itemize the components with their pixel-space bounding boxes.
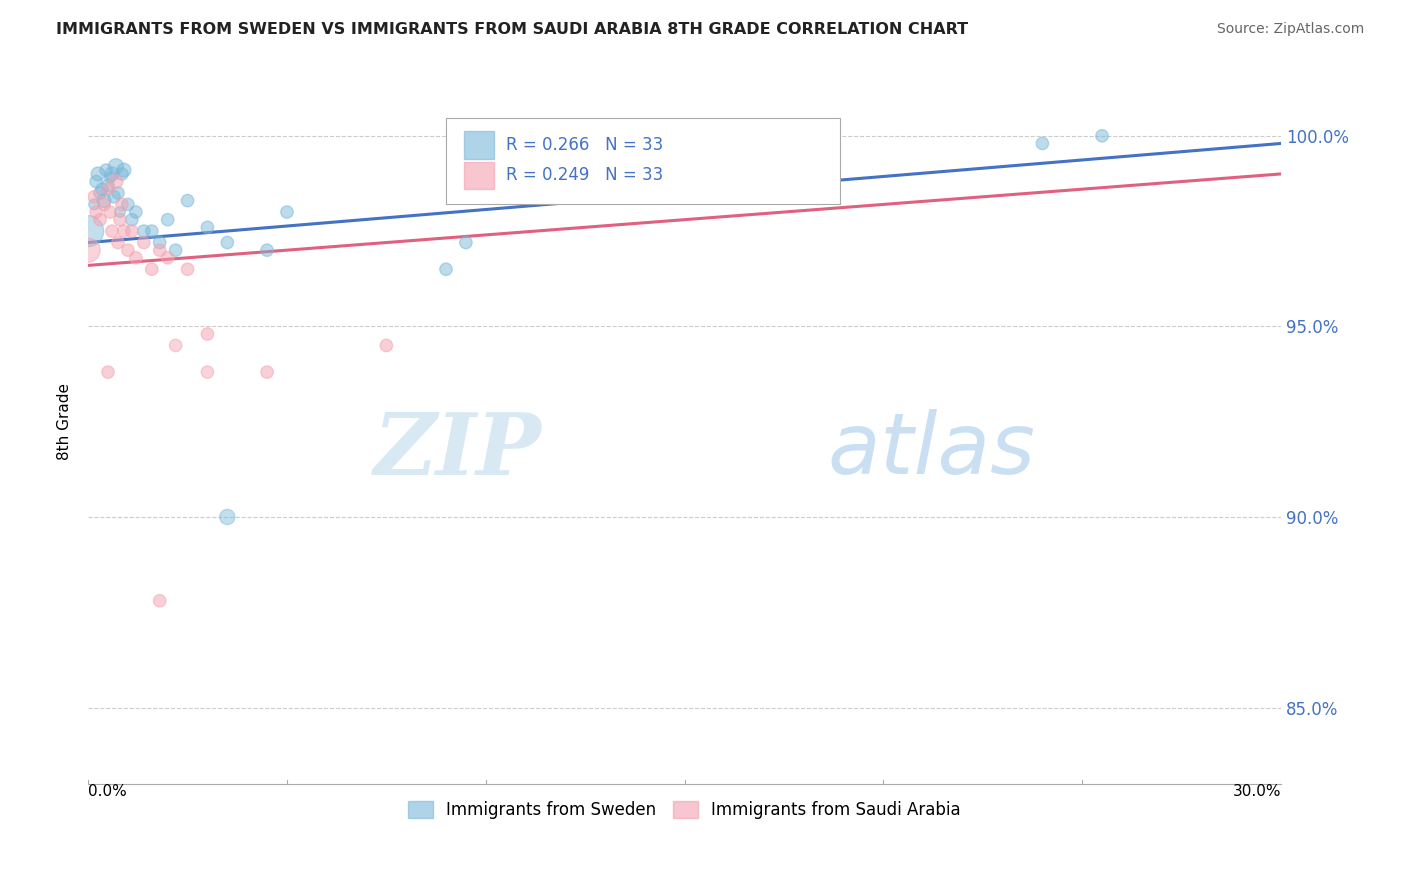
Point bbox=[94, 163, 117, 178]
Point bbox=[108, 205, 131, 219]
Point bbox=[117, 243, 139, 257]
Bar bbox=[464, 131, 494, 159]
Text: 0.0%: 0.0% bbox=[89, 784, 127, 798]
Point bbox=[434, 262, 457, 277]
Point bbox=[112, 224, 135, 238]
Point bbox=[103, 190, 125, 204]
Point bbox=[84, 205, 107, 219]
Point bbox=[149, 235, 172, 250]
Text: R = 0.249   N = 33: R = 0.249 N = 33 bbox=[506, 167, 662, 185]
Point bbox=[375, 338, 398, 352]
Point bbox=[97, 178, 120, 193]
Point bbox=[217, 510, 239, 524]
Point bbox=[121, 212, 143, 227]
Point bbox=[98, 205, 121, 219]
Point bbox=[125, 251, 148, 265]
Point bbox=[165, 338, 187, 352]
Point bbox=[454, 235, 477, 250]
Point bbox=[165, 243, 187, 257]
Point bbox=[98, 170, 121, 185]
Point bbox=[256, 365, 278, 379]
Point bbox=[93, 194, 115, 208]
Point bbox=[77, 224, 100, 238]
Text: Source: ZipAtlas.com: Source: ZipAtlas.com bbox=[1216, 22, 1364, 37]
Point bbox=[111, 197, 134, 211]
Point bbox=[197, 365, 219, 379]
Point bbox=[107, 186, 129, 200]
Point bbox=[117, 197, 139, 211]
Point bbox=[121, 224, 143, 238]
Point bbox=[593, 175, 616, 189]
Point bbox=[77, 243, 100, 257]
Point bbox=[84, 175, 107, 189]
Point bbox=[197, 326, 219, 341]
Point bbox=[132, 224, 155, 238]
Point bbox=[276, 205, 298, 219]
Point bbox=[104, 159, 127, 173]
Point bbox=[104, 175, 127, 189]
Point bbox=[93, 197, 115, 211]
Point bbox=[156, 212, 179, 227]
Point bbox=[1091, 128, 1114, 143]
Text: IMMIGRANTS FROM SWEDEN VS IMMIGRANTS FROM SAUDI ARABIA 8TH GRADE CORRELATION CHA: IMMIGRANTS FROM SWEDEN VS IMMIGRANTS FRO… bbox=[56, 22, 969, 37]
Bar bbox=[464, 161, 494, 189]
Point bbox=[108, 212, 131, 227]
Point bbox=[1031, 136, 1053, 151]
Point bbox=[101, 224, 124, 238]
Text: atlas: atlas bbox=[828, 409, 1036, 492]
Point bbox=[83, 190, 105, 204]
Point bbox=[97, 365, 120, 379]
Point bbox=[217, 235, 239, 250]
Point bbox=[87, 167, 110, 181]
Point bbox=[176, 262, 198, 277]
Point bbox=[176, 194, 198, 208]
FancyBboxPatch shape bbox=[446, 118, 839, 204]
Text: 30.0%: 30.0% bbox=[1233, 784, 1281, 798]
Point bbox=[156, 251, 179, 265]
Point bbox=[141, 224, 163, 238]
Point bbox=[89, 212, 111, 227]
Point bbox=[256, 243, 278, 257]
Y-axis label: 8th Grade: 8th Grade bbox=[58, 384, 72, 460]
Point bbox=[107, 235, 129, 250]
Point bbox=[125, 205, 148, 219]
Point bbox=[141, 262, 163, 277]
Point bbox=[149, 594, 172, 608]
Text: ZIP: ZIP bbox=[374, 409, 541, 492]
Point bbox=[111, 167, 134, 181]
Point bbox=[89, 186, 111, 200]
Point bbox=[91, 182, 114, 196]
Point bbox=[83, 197, 105, 211]
Point bbox=[97, 182, 120, 196]
Point bbox=[197, 220, 219, 235]
Point bbox=[149, 243, 172, 257]
Legend: Immigrants from Sweden, Immigrants from Saudi Arabia: Immigrants from Sweden, Immigrants from … bbox=[401, 795, 967, 826]
Point bbox=[112, 163, 135, 178]
Point bbox=[101, 167, 124, 181]
Text: R = 0.266   N = 33: R = 0.266 N = 33 bbox=[506, 136, 662, 154]
Point bbox=[132, 235, 155, 250]
